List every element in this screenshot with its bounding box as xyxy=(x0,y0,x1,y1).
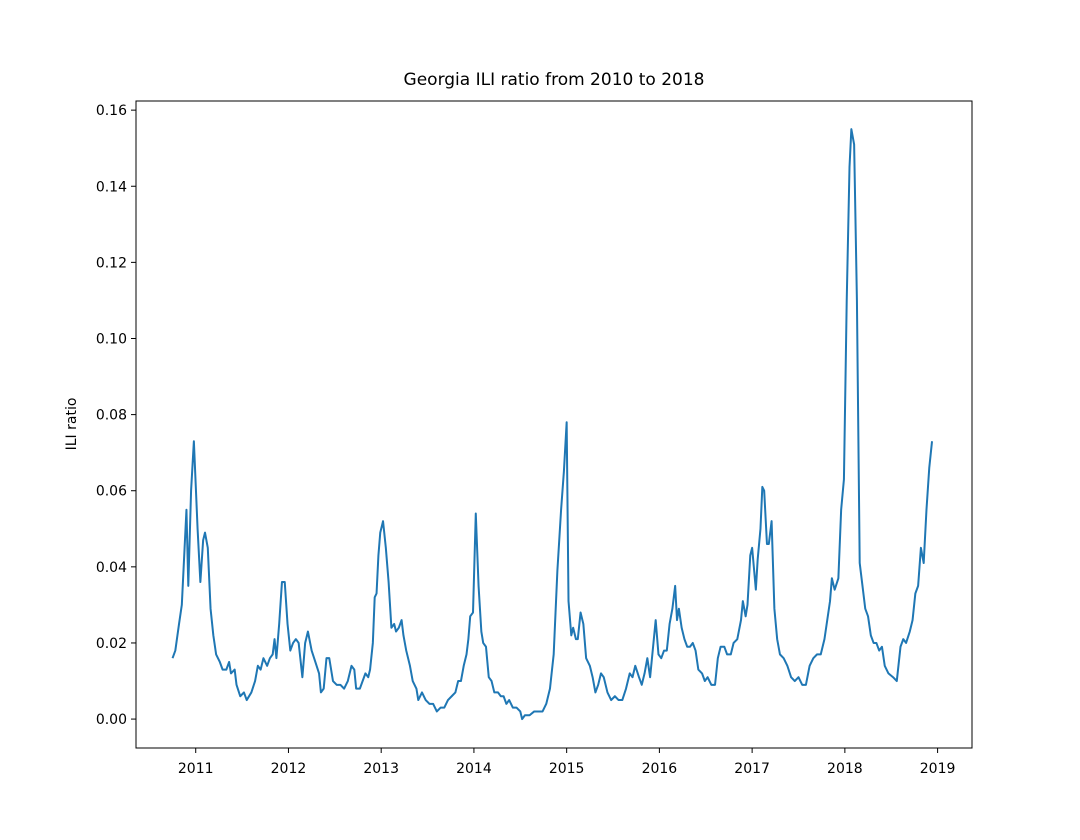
x-tick-label: 2013 xyxy=(363,761,399,777)
y-axis-label: ILI ratio xyxy=(64,398,80,451)
x-tick-label: 2017 xyxy=(734,761,770,777)
data-line xyxy=(171,128,934,721)
x-tick-label: 2012 xyxy=(271,761,307,777)
x-tick-label: 2018 xyxy=(827,761,863,777)
y-tick-label: 0.00 xyxy=(96,712,127,728)
y-tick-label: 0.12 xyxy=(96,255,127,271)
y-tick-label: 0.10 xyxy=(96,331,127,347)
x-tick-label: 2014 xyxy=(456,761,492,777)
y-tick-label: 0.06 xyxy=(96,484,127,500)
chart-title: Georgia ILI ratio from 2010 to 2018 xyxy=(404,70,705,90)
x-tick-label: 2016 xyxy=(642,761,678,777)
y-tick-label: 0.08 xyxy=(96,408,127,424)
x-tick-label: 2011 xyxy=(178,761,214,777)
x-tick-label: 2019 xyxy=(920,761,956,777)
y-tick-label: 0.04 xyxy=(96,560,127,576)
y-tick-label: 0.16 xyxy=(96,103,127,119)
y-tick-label: 0.02 xyxy=(96,636,127,652)
x-tick-label: 2015 xyxy=(549,761,585,777)
y-tick-label: 0.14 xyxy=(96,179,127,195)
plot-frame xyxy=(135,100,973,749)
